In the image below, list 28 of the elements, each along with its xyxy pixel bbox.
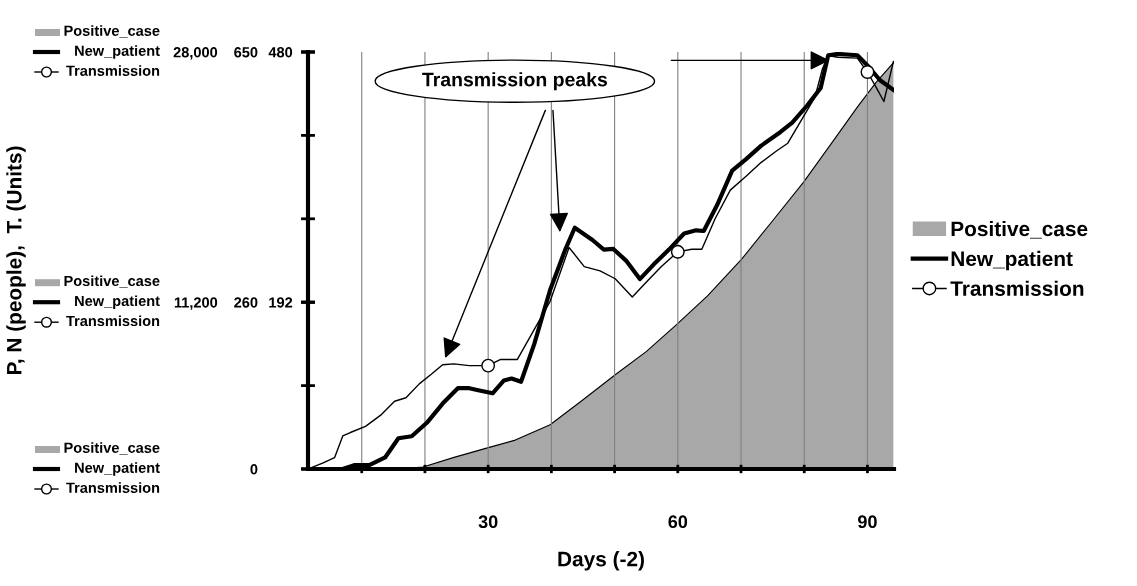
point bbox=[481, 358, 496, 373]
x-tick-label: 30 bbox=[478, 515, 498, 529]
text: Transmission bbox=[66, 315, 160, 327]
legend-label: Positive_case bbox=[951, 220, 1088, 239]
text: Positive_case bbox=[64, 25, 160, 38]
x-tick-label: 90 bbox=[858, 515, 877, 529]
y-tick-label: 0 bbox=[250, 464, 258, 475]
legend-label: Transmission bbox=[950, 280, 1084, 296]
x-tick-label: 60 bbox=[668, 515, 688, 529]
y3-tick-label: 480 bbox=[268, 47, 293, 58]
text: P, N (people), T. (Units) bbox=[6, 146, 26, 375]
text: New_patient bbox=[75, 462, 160, 476]
annotation: Transmission peaks bbox=[422, 72, 608, 91]
text: Positive_case bbox=[64, 442, 160, 455]
y3-tick-label: 192 bbox=[269, 297, 293, 308]
y-tick-label: 260 bbox=[234, 297, 258, 308]
x-axis-title: Days (-2) bbox=[558, 551, 644, 571]
y2-tick-label: 28,000 bbox=[173, 47, 218, 60]
text: Transmission bbox=[66, 482, 160, 493]
y2-tick-label: 11,200 bbox=[174, 297, 218, 310]
y-tick-label: 650 bbox=[234, 47, 258, 58]
point bbox=[670, 244, 685, 259]
text: New_patient bbox=[75, 45, 160, 59]
point bbox=[860, 65, 875, 79]
text: Transmission bbox=[66, 65, 160, 76]
text: Positive_case bbox=[64, 275, 160, 288]
legend-label: New_patient bbox=[951, 250, 1073, 271]
text: New_patient bbox=[75, 295, 160, 309]
